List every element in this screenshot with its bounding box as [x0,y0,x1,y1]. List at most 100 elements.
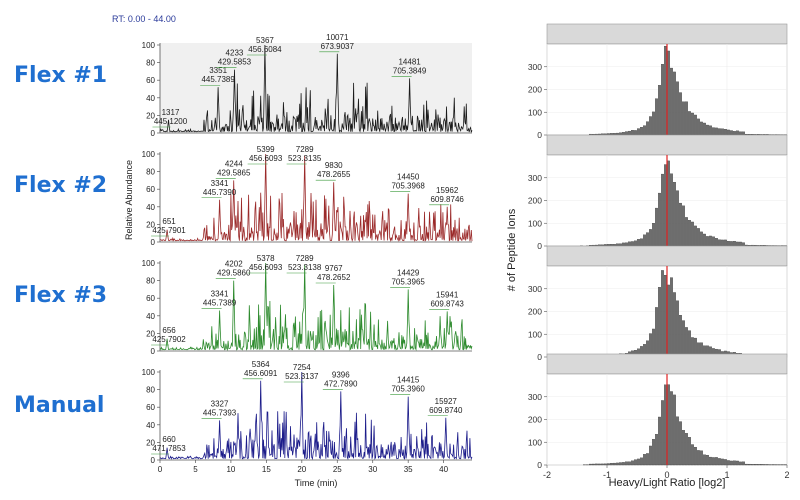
peak-mz-label: 456.6091 [244,369,278,378]
histogram-bar [628,241,631,247]
peak-scan-label: 14415 [397,376,420,385]
histogram-bar [697,450,700,466]
histogram-bar [658,85,661,136]
peak-mz-label: 478.2655 [317,170,351,179]
histogram-bar [592,463,595,466]
histogram-bar [637,128,640,136]
histogram-bar [652,223,655,247]
histogram-bar [688,220,691,247]
y-tick-label-0-60: 60 [146,76,155,85]
y-tick-label-1-60: 60 [146,185,155,194]
peak-scan-label: 5399 [257,145,275,154]
histogram-bar [682,430,685,466]
histogram-bar [676,190,679,247]
peak-scan-label: 651 [162,217,176,226]
histogram-bar [640,457,643,466]
histogram-bar [727,129,730,136]
hist-y-tick-label: 300 [528,173,542,183]
hist-x-tick-label: -2 [543,470,551,480]
histogram-bar [670,277,673,358]
peak-mz-label: 523.3138 [288,263,322,272]
histogram-bar [619,132,622,136]
peak-mz-label: 445.7393 [203,408,237,417]
hist-y-tick-label: 300 [528,284,542,294]
histogram-bar [658,287,661,358]
histogram-bar [658,416,661,466]
histogram-bar [643,454,646,466]
trace-manual [159,371,473,461]
histogram-bar [727,460,730,466]
histogram-bar [718,458,721,466]
histogram-bar [730,460,733,466]
histogram-bar [688,437,691,466]
hist-x-tick-label: 2 [784,470,789,480]
peak-mz-label: 445.7390 [203,188,237,197]
histogram-bar [667,284,670,358]
histogram-bar [646,121,649,136]
histogram-bar [736,241,739,247]
histogram-bar [625,242,628,247]
histogram-bar [712,236,715,247]
y-tick-label-0-20: 20 [146,111,155,120]
histogram-bar [616,462,619,466]
histogram-bar [739,241,742,247]
histogram-bar [622,132,625,136]
rt-range-label: RT: 0.00 - 44.00 [112,14,176,24]
peak-mz-label: 673.9037 [321,42,355,51]
histogram-bar [682,205,685,247]
histogram-bar [694,225,697,247]
y-tick-label-0-80: 80 [146,59,155,68]
histogram-bar [736,460,739,466]
peak-mz-label: 523.3135 [288,154,322,163]
histogram-bar [655,307,658,358]
histogram-bar [736,130,739,136]
histogram-bar [661,64,664,136]
hist-x-tick-label: 1 [724,470,729,480]
histogram-bar [757,464,760,466]
histogram-bar [691,221,694,247]
histogram-bar [772,464,775,466]
y-tick-label-3-80: 80 [146,386,155,395]
histogram-bar [703,233,706,247]
histogram-bar [595,463,598,466]
x-tick-label-0: 0 [158,465,163,474]
histogram-bar [688,111,691,136]
x-tick-label-10: 10 [226,465,235,474]
histogram-bar [601,463,604,466]
chromatogram-x-axis-title: Time (min) [295,478,338,488]
histogram-bar [724,459,727,466]
histogram-bar [622,462,625,466]
hist-y-tick-label: 0 [537,241,542,251]
x-tick-label-15: 15 [262,465,271,474]
histogram-bar [685,217,688,247]
peak-scan-label: 15941 [436,290,459,299]
y-tick-label-2-40: 40 [146,312,155,321]
peak-scan-label: 10071 [326,33,349,42]
histogram-bar [661,173,664,247]
hist-y-tick-label: 200 [528,196,542,206]
hist-y-tick-label: 300 [528,62,542,72]
peak-scan-label: 7289 [296,254,314,263]
y-tick-label-2-100: 100 [142,259,156,268]
histogram-bar [637,458,640,466]
peak-mz-label: 456.6093 [249,154,283,163]
y-tick-label-1-40: 40 [146,203,155,212]
y-tick-label-3-60: 60 [146,403,155,412]
trace-flex1 [159,44,473,134]
hist-y-tick-label: 100 [528,437,542,447]
row-label-manual: Manual [14,393,105,418]
histogram-bar [763,464,766,466]
histogram-bar [673,182,676,247]
peak-mz-label: 456.6084 [248,45,282,54]
hist-x-tick-label: -1 [603,470,611,480]
histogram-bar [700,450,703,466]
hist-x-tick-label: 0 [664,470,669,480]
histogram-bar [670,391,673,466]
histogram-bar [643,125,646,136]
histogram-bar [628,130,631,136]
hist-y-tick-label: 0 [537,460,542,470]
histogram-bar [754,464,757,466]
y-tick-label-0-100: 100 [142,41,156,50]
histogram-bar [760,464,763,466]
peak-scan-label: 14481 [398,57,421,66]
